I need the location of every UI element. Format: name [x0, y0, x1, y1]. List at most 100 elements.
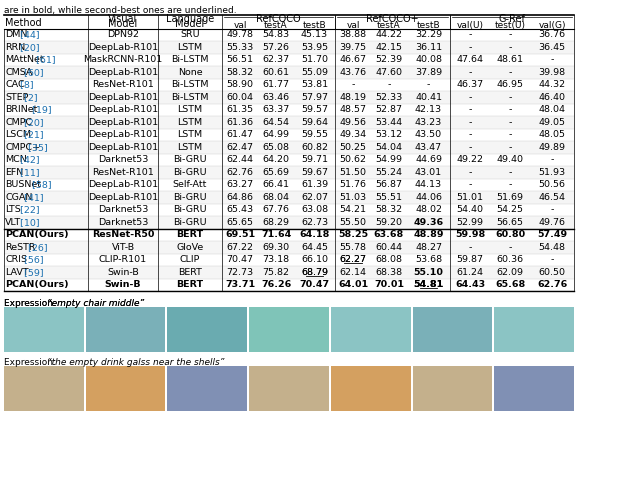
Text: Visual: Visual: [108, 14, 138, 24]
Text: 70.01: 70.01: [374, 280, 404, 289]
Text: 59.57: 59.57: [301, 105, 328, 114]
Text: 47.60: 47.60: [376, 68, 403, 77]
Text: -: -: [550, 55, 554, 64]
Text: 64.99: 64.99: [262, 130, 289, 139]
Text: 48.05: 48.05: [538, 130, 566, 139]
Text: DeepLab-R101: DeepLab-R101: [88, 93, 158, 102]
Text: GloVe: GloVe: [177, 243, 204, 252]
Text: RefCOCO+: RefCOCO+: [366, 14, 419, 24]
Text: 59.67: 59.67: [301, 167, 328, 177]
Text: 63.68: 63.68: [374, 230, 404, 239]
Text: 46.95: 46.95: [497, 80, 524, 89]
Text: 59.87: 59.87: [456, 255, 483, 264]
Text: “empty chair middle”: “empty chair middle”: [47, 299, 144, 308]
Text: Bi-LSTM: Bi-LSTM: [172, 55, 209, 64]
Text: -: -: [508, 243, 512, 252]
Text: 62.14: 62.14: [339, 268, 367, 277]
Text: 55.10: 55.10: [413, 268, 444, 277]
Text: 44.22: 44.22: [376, 30, 403, 39]
Text: Bi-LSTM: Bi-LSTM: [172, 93, 209, 102]
Text: 39.75: 39.75: [339, 43, 367, 52]
Text: [19]: [19]: [29, 105, 52, 114]
Text: DeepLab-R101: DeepLab-R101: [88, 180, 158, 189]
Text: 56.51: 56.51: [227, 55, 253, 64]
Text: -: -: [508, 30, 512, 39]
Text: DMN: DMN: [5, 30, 28, 39]
Text: 39.98: 39.98: [538, 68, 566, 77]
Text: RRN: RRN: [5, 43, 25, 52]
Bar: [413, 307, 492, 352]
Text: ResNet-R101: ResNet-R101: [92, 80, 154, 89]
Text: DeepLab-R101: DeepLab-R101: [88, 43, 158, 52]
Text: CLIP-R101: CLIP-R101: [99, 255, 147, 264]
Text: 62.27: 62.27: [339, 255, 367, 264]
Bar: [494, 307, 574, 352]
Text: 54.99: 54.99: [376, 155, 403, 164]
Text: CGAN: CGAN: [5, 193, 33, 202]
Text: 62.44: 62.44: [227, 155, 253, 164]
Text: 55.50: 55.50: [339, 218, 367, 227]
Text: DeepLab-R101: DeepLab-R101: [88, 143, 158, 152]
Text: [58]: [58]: [29, 180, 52, 189]
Text: 57.49: 57.49: [537, 230, 567, 239]
Text: 60.04: 60.04: [227, 93, 253, 102]
Text: 47.64: 47.64: [456, 55, 483, 64]
Text: Self-Att: Self-Att: [173, 180, 207, 189]
Text: [56]: [56]: [21, 255, 44, 264]
Text: Model: Model: [175, 19, 205, 29]
Text: CRIS: CRIS: [5, 255, 27, 264]
Text: 43.47: 43.47: [415, 143, 442, 152]
Text: 61.47: 61.47: [227, 130, 253, 139]
Text: 64.43: 64.43: [455, 280, 485, 289]
Text: 70.47: 70.47: [227, 255, 253, 264]
Bar: [4, 241, 574, 254]
Text: -: -: [508, 167, 512, 177]
Text: 55.78: 55.78: [339, 243, 367, 252]
Text: -: -: [508, 43, 512, 52]
Bar: [4, 191, 574, 204]
Text: 62.47: 62.47: [227, 143, 253, 152]
Text: -: -: [468, 105, 472, 114]
Text: 56.87: 56.87: [376, 180, 403, 189]
Text: None: None: [178, 68, 202, 77]
Text: 63.46: 63.46: [262, 93, 289, 102]
Text: 63.08: 63.08: [301, 205, 328, 214]
Text: val: val: [233, 21, 247, 30]
Bar: [494, 366, 574, 411]
Text: LAVT: LAVT: [5, 268, 29, 277]
Text: 63.27: 63.27: [227, 180, 253, 189]
Text: 51.03: 51.03: [339, 193, 367, 202]
Text: 43.50: 43.50: [415, 130, 442, 139]
Text: 50.25: 50.25: [339, 143, 367, 152]
Text: 57.97: 57.97: [301, 93, 328, 102]
Bar: [331, 307, 411, 352]
Text: 43.01: 43.01: [415, 167, 442, 177]
Text: BERT: BERT: [178, 268, 202, 277]
Text: -: -: [550, 255, 554, 264]
Text: 45.13: 45.13: [301, 30, 328, 39]
Text: 48.19: 48.19: [339, 93, 367, 102]
Text: test(U): test(U): [495, 21, 525, 30]
Text: Expression:: Expression:: [4, 299, 59, 308]
Text: 44.32: 44.32: [538, 80, 566, 89]
Text: 59.20: 59.20: [376, 218, 403, 227]
Text: 51.70: 51.70: [301, 55, 328, 64]
Text: G-Ref: G-Ref: [499, 14, 525, 24]
Text: ResNet-R101: ResNet-R101: [92, 167, 154, 177]
Text: 51.01: 51.01: [456, 193, 483, 202]
Text: 54.81: 54.81: [413, 280, 444, 289]
Text: 62.37: 62.37: [262, 55, 289, 64]
Text: ResNet-R50: ResNet-R50: [92, 230, 154, 239]
Text: 59.71: 59.71: [301, 155, 328, 164]
Text: 36.76: 36.76: [538, 30, 566, 39]
Text: LSTM: LSTM: [177, 118, 203, 127]
Text: val: val: [346, 21, 360, 30]
Text: 60.82: 60.82: [301, 143, 328, 152]
Text: val(U): val(U): [456, 21, 483, 30]
Text: MaskRCNN-R101: MaskRCNN-R101: [83, 55, 163, 64]
Text: 50.56: 50.56: [538, 180, 566, 189]
Text: DeepLab-R101: DeepLab-R101: [88, 193, 158, 202]
Bar: [4, 141, 574, 153]
Text: 54.83: 54.83: [262, 30, 289, 39]
Text: LSTM: LSTM: [177, 43, 203, 52]
